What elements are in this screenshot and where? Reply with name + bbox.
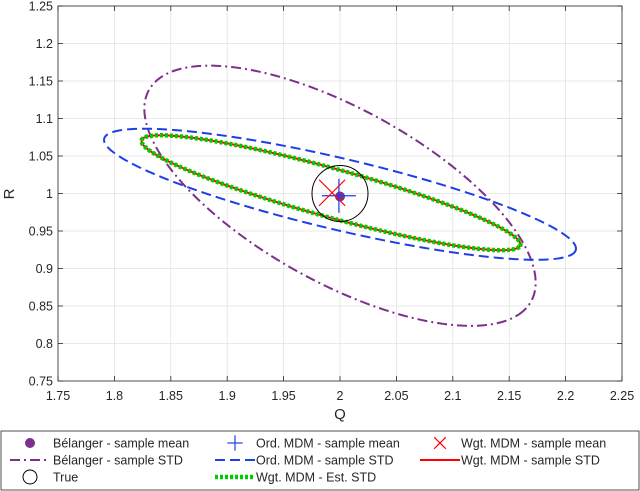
legend-item: Ord. MDM - sample STD xyxy=(215,454,394,468)
plot-layer xyxy=(103,64,577,327)
legend-item: Bélanger - sample mean xyxy=(25,437,189,451)
y-tick-label: 1 xyxy=(46,187,53,201)
y-tick-label: 1.25 xyxy=(29,0,53,14)
y-tick-label: 1.1 xyxy=(36,112,53,126)
legend-item: Wgt. MDM - Est. STD xyxy=(215,471,376,485)
x-axis-label: Q xyxy=(334,406,346,423)
legend-item: Wgt. MDM - sample STD xyxy=(420,454,600,468)
marker-open-circle xyxy=(22,469,38,485)
marker-filled-circle xyxy=(25,438,35,448)
y-tick-label: 0.75 xyxy=(29,375,53,389)
marker-filled-circle xyxy=(335,191,345,202)
y-tick-label: 1.15 xyxy=(29,75,53,89)
legend-label: Ord. MDM - sample STD xyxy=(256,454,394,468)
x-tick-label: 1.85 xyxy=(159,389,183,403)
legend-item: Ord. MDM - sample mean xyxy=(227,435,400,451)
y-tick-label: 0.8 xyxy=(36,337,53,351)
series-wgt-mdm-sample-mean xyxy=(318,179,346,207)
legend-label: Wgt. MDM - Est. STD xyxy=(256,471,376,485)
series-ord-mdm-sample-mean xyxy=(321,178,356,213)
x-tick-label: 2 xyxy=(337,389,344,403)
y-axis-label: R xyxy=(1,188,18,199)
y-tick-label: 0.9 xyxy=(36,262,53,276)
legend-label: Wgt. MDM - sample STD xyxy=(461,454,600,468)
legend-item: Wgt. MDM - sample mean xyxy=(433,436,606,451)
y-tick-label: 1.05 xyxy=(29,150,53,164)
legend-label: True xyxy=(53,471,78,485)
legend-item: True xyxy=(22,469,78,485)
y-tick-label: 0.85 xyxy=(29,300,53,314)
x-tick-label: 1.75 xyxy=(46,389,70,403)
series-true xyxy=(311,165,369,222)
y-tick-label: 1.2 xyxy=(36,37,53,51)
x-tick-label: 2.2 xyxy=(557,389,574,403)
x-tick-label: 2.05 xyxy=(384,389,408,403)
legend-label: Ord. MDM - sample mean xyxy=(256,437,400,451)
x-tick-label: 2.25 xyxy=(610,389,634,403)
legend-label: Bélanger - sample STD xyxy=(53,454,183,468)
tick-layer: 1.75 1.8 1.85 1.9 1.95 2 2.05 2.1 2.15 2.2 2.25 0.7… xyxy=(29,0,635,403)
x-tick-label: 1.9 xyxy=(219,389,236,403)
legend-label: Wgt. MDM - sample mean xyxy=(461,437,606,451)
marker-cross-b xyxy=(318,179,346,207)
marker-cross-b xyxy=(433,436,447,450)
legend-box xyxy=(0,430,640,491)
legend: Bélanger - sample mean Ord. MDM - sample … xyxy=(0,430,640,491)
x-tick-label: 2.15 xyxy=(497,389,521,403)
marker-open-circle xyxy=(311,165,369,222)
series-b-langer-sample-std xyxy=(143,64,537,327)
x-tick-label: 1.95 xyxy=(271,389,295,403)
x-tick-label: 1.8 xyxy=(106,389,123,403)
series-ord-mdm-sample-std xyxy=(103,127,577,261)
series-wgt-mdm-est-std xyxy=(139,133,523,253)
series-wgt-mdm-sample-std xyxy=(140,134,522,252)
y-tick-label: 0.95 xyxy=(29,225,53,239)
legend-item: Bélanger - sample STD xyxy=(10,454,183,468)
x-tick-label: 2.1 xyxy=(444,389,461,403)
series-b-langer-sample-mean xyxy=(335,191,345,202)
legend-label: Bélanger - sample mean xyxy=(53,437,189,451)
